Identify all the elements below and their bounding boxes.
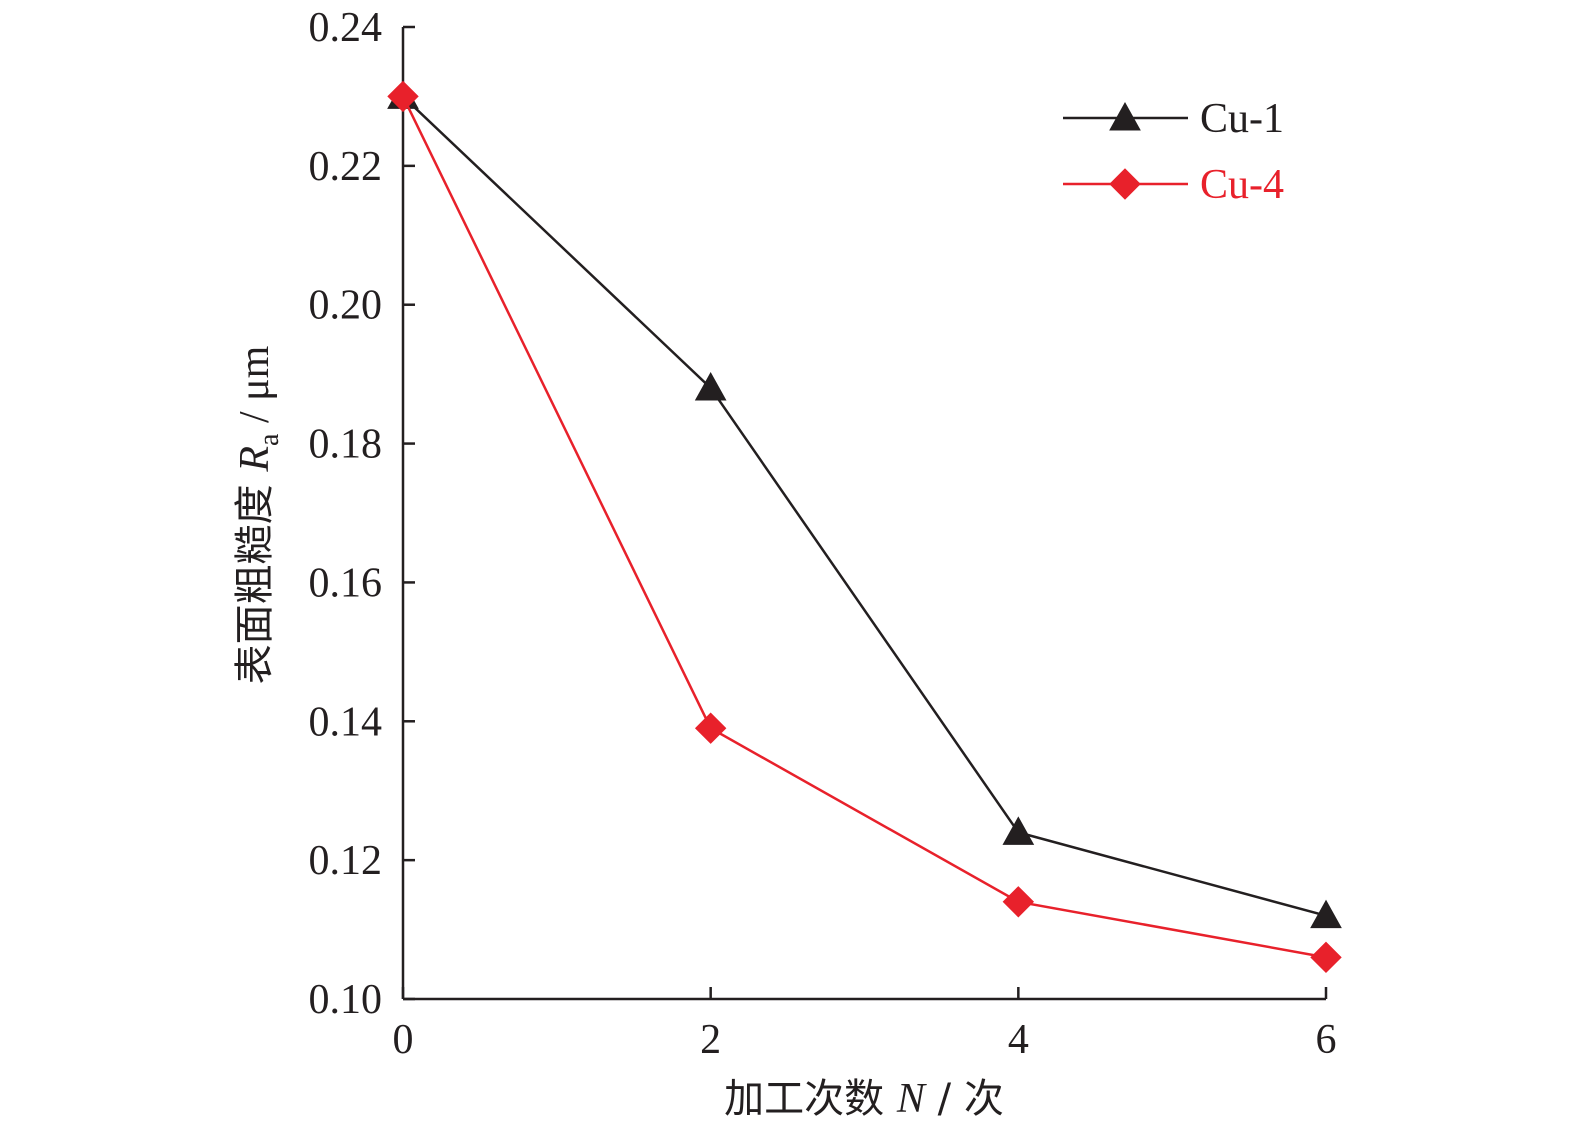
data-point [1310, 899, 1342, 929]
data-point [694, 371, 727, 401]
x-tick-label: 4 [1008, 1017, 1029, 1063]
y-tick-label: 0.20 [309, 283, 383, 329]
legend-marker [1109, 168, 1141, 200]
data-point [694, 712, 727, 744]
series-cu-4 [387, 80, 1342, 974]
y-axis-title-text: 表面粗糙度 [232, 472, 278, 685]
series-cu-1 [387, 80, 1342, 929]
y-axis-title-var: R [232, 446, 278, 473]
y-tick-label: 0.24 [309, 5, 383, 51]
y-tick-label: 0.18 [309, 422, 383, 468]
x-axis-title-var: N [896, 1076, 927, 1122]
legend-item-cu-4: Cu-4 [1063, 162, 1284, 208]
data-point [1002, 816, 1035, 845]
x-axis-title-text: 加工次数 [724, 1076, 897, 1122]
x-axis-title-unit: / 次 [925, 1076, 1004, 1122]
y-axis-title: 表面粗糙度 Ra / μm [232, 345, 285, 684]
legend-item-cu-1: Cu-1 [1063, 96, 1284, 142]
series-line [402, 95, 1327, 917]
x-tick-label: 6 [1316, 1017, 1337, 1063]
y-tick-label: 0.16 [309, 560, 383, 606]
legend-label: Cu-4 [1200, 162, 1284, 208]
data-point [387, 80, 419, 113]
y-tick-label: 0.10 [309, 977, 383, 1023]
y-tick-label: 0.22 [309, 144, 383, 190]
series-layer [387, 80, 1342, 974]
x-axis-title: 加工次数 N / 次 [724, 1076, 1004, 1122]
legend: Cu-1 Cu-4 [1063, 96, 1284, 208]
y-tick-label: 0.14 [309, 699, 383, 745]
axes: 0.10 0.12 0.14 0.16 0.18 0.20 0.22 0.24 0 2 4 6 [309, 5, 1337, 1063]
series-line [401, 95, 1327, 959]
legend-marker [1109, 101, 1141, 131]
data-point [1002, 886, 1035, 918]
data-point [1310, 941, 1342, 974]
x-tick-label: 0 [393, 1017, 414, 1063]
y-tick-label: 0.12 [309, 838, 383, 884]
x-tick-label: 2 [700, 1017, 721, 1063]
y-axis-title-sub: a [254, 433, 285, 446]
legend-label: Cu-1 [1200, 96, 1284, 142]
y-axis-title-unit: / μm [232, 345, 278, 433]
